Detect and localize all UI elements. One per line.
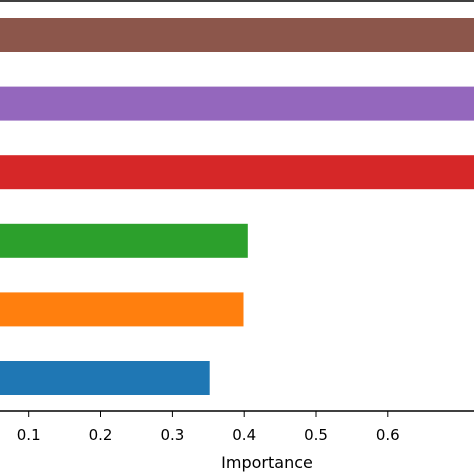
x-tick-label: 0.5 [304,426,328,444]
bar-series [0,18,474,395]
x-axis-title: Importance [221,453,313,472]
x-tick-label: 0.1 [17,426,41,444]
bar-3 [0,223,248,258]
x-tick-label: 0.6 [376,426,400,444]
bar-5 [0,361,210,395]
x-tick-label: 0.4 [232,426,256,444]
bar-4 [0,292,244,327]
bar-0 [0,18,474,52]
x-axis-ticks: 0.1 0.2 0.3 0.4 0.5 0.6 [17,411,400,444]
bar-1 [0,86,474,121]
bar-2 [0,155,474,190]
x-tick-label: 0.2 [89,426,113,444]
x-tick-label: 0.3 [160,426,184,444]
